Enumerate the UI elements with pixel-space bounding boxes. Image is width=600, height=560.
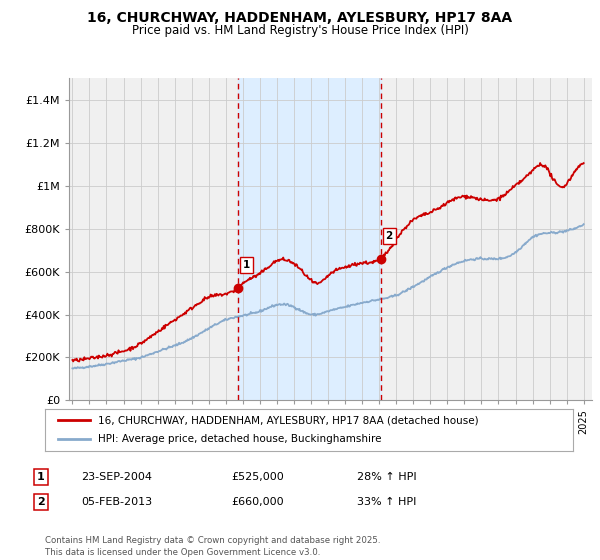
Text: £525,000: £525,000 xyxy=(231,472,284,482)
Text: 23-SEP-2004: 23-SEP-2004 xyxy=(81,472,152,482)
Text: 2: 2 xyxy=(37,497,44,507)
Text: HPI: Average price, detached house, Buckinghamshire: HPI: Average price, detached house, Buck… xyxy=(98,435,382,445)
Text: 2: 2 xyxy=(386,231,393,241)
Text: £660,000: £660,000 xyxy=(231,497,284,507)
Text: Price paid vs. HM Land Registry's House Price Index (HPI): Price paid vs. HM Land Registry's House … xyxy=(131,24,469,36)
Text: 16, CHURCHWAY, HADDENHAM, AYLESBURY, HP17 8AA: 16, CHURCHWAY, HADDENHAM, AYLESBURY, HP1… xyxy=(88,11,512,25)
Bar xyxy=(238,78,381,400)
Text: 16, CHURCHWAY, HADDENHAM, AYLESBURY, HP17 8AA (detached house): 16, CHURCHWAY, HADDENHAM, AYLESBURY, HP1… xyxy=(98,415,478,425)
Text: 1: 1 xyxy=(243,260,250,270)
Text: 28% ↑ HPI: 28% ↑ HPI xyxy=(357,472,416,482)
Text: Contains HM Land Registry data © Crown copyright and database right 2025.
This d: Contains HM Land Registry data © Crown c… xyxy=(45,536,380,557)
Text: 1: 1 xyxy=(37,472,44,482)
Text: 05-FEB-2013: 05-FEB-2013 xyxy=(81,497,152,507)
Text: 33% ↑ HPI: 33% ↑ HPI xyxy=(357,497,416,507)
